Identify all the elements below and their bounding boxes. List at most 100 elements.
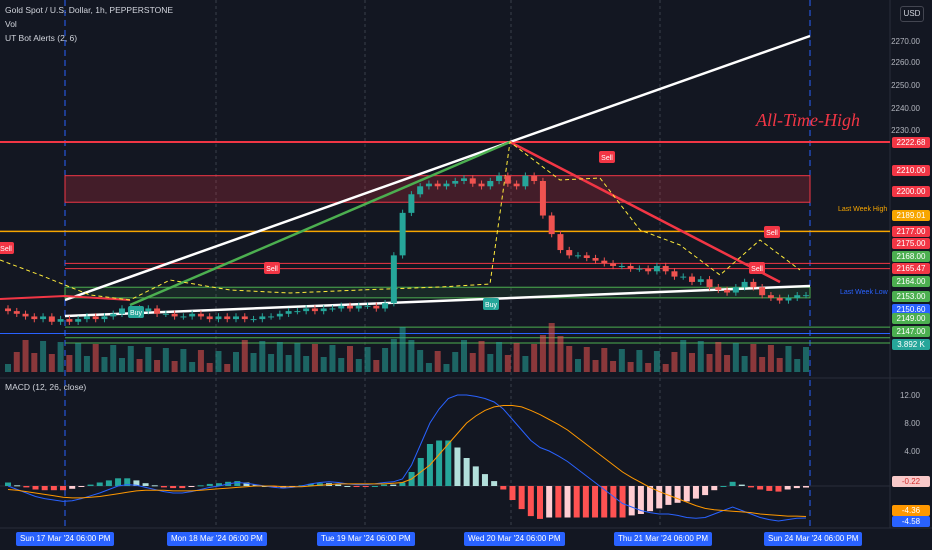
volume-bar [127, 346, 134, 372]
volume-bar [566, 346, 573, 372]
macd-histogram-bar [784, 486, 791, 490]
signal-sell [264, 262, 280, 274]
macd-histogram-bar [555, 486, 562, 518]
trendline-lower [64, 284, 811, 318]
volume-bar [522, 356, 529, 372]
candle-body [601, 260, 608, 264]
volume-bar [303, 356, 310, 372]
price-tag: 2164.00 [892, 276, 930, 287]
trendline-ath-extension [509, 34, 811, 144]
candle-body [285, 311, 292, 314]
candle-body [531, 175, 538, 181]
macd-tick: 4.00 [904, 447, 920, 456]
signal-label: Sell [266, 266, 278, 273]
last-week-low-label: Last Week Low [840, 289, 888, 296]
candle-body [320, 308, 327, 312]
macd-histogram-bar [179, 486, 186, 489]
candle-body [697, 279, 704, 282]
candle-body [294, 311, 301, 313]
volume-bar [557, 336, 564, 372]
candle-body [592, 258, 599, 261]
signal-label: Sell [601, 155, 613, 162]
macd-histogram-bar [115, 478, 122, 486]
candle-body [759, 287, 766, 296]
volume-bar [31, 353, 38, 372]
candle-body [750, 281, 757, 288]
volume-bar [478, 341, 485, 372]
macd-histogram-bar [564, 486, 571, 518]
candle-body [110, 313, 117, 317]
volume-bar [399, 327, 406, 372]
candle-body [496, 175, 503, 181]
macd-histogram-bar [711, 486, 718, 491]
volume-bar [539, 335, 546, 372]
candle-body [715, 287, 722, 290]
candle-body [461, 178, 467, 181]
candle-body [250, 319, 257, 321]
candle-body [373, 305, 380, 309]
signal-sell [599, 151, 615, 163]
signal-label: Sell [0, 246, 12, 253]
volume-bar [311, 344, 318, 372]
volume-bar [66, 355, 73, 372]
candle-body [329, 308, 336, 310]
candle-body [224, 316, 231, 320]
macd-histogram-bar [757, 486, 764, 490]
volume-bar [338, 358, 345, 372]
volume-bar [233, 352, 239, 372]
candle-body [443, 183, 450, 187]
volume-bar [276, 342, 283, 372]
macd-legend[interactable]: MACD (12, 26, close) [5, 382, 87, 392]
volume-bar [48, 354, 55, 372]
signal-label: Buy [485, 302, 498, 309]
time-axis-label[interactable]: Tue 19 Mar '24 06:00 PM [317, 532, 415, 546]
volume-legend[interactable]: Vol [5, 19, 17, 29]
volume-bar [627, 362, 634, 372]
volume-bar [408, 340, 415, 372]
volume-bar [680, 340, 687, 372]
candle-body [610, 263, 617, 266]
volume-bar [294, 343, 301, 372]
candle-body [671, 271, 678, 277]
price-tag: 2189.01 [892, 210, 930, 221]
macd-histogram-bar [50, 486, 57, 491]
candle-body [259, 316, 266, 320]
candle-body [785, 297, 792, 301]
price-tag: 2177.00 [892, 226, 930, 237]
ut-bot-legend[interactable]: UT Bot Alerts (2, 6) [5, 33, 78, 43]
candle-body [382, 303, 389, 309]
candle-body [119, 308, 125, 314]
time-axis-label[interactable]: Sun 24 Mar '24 06:00 PM [764, 532, 863, 546]
candle-body [504, 175, 511, 184]
macd-histogram-bar [793, 486, 800, 489]
volume-bar [110, 345, 117, 372]
signal-label: Sell [751, 266, 763, 273]
macd-histogram-bar [133, 480, 140, 486]
volume-bar [487, 354, 494, 372]
time-axis-label[interactable]: Thu 21 Mar '24 06:00 PM [614, 532, 713, 546]
macd-histogram-bar [738, 484, 745, 486]
candle-body [689, 276, 695, 282]
ath-label: All-Time-High [756, 110, 860, 130]
time-axis-label[interactable]: Mon 18 Mar '24 06:00 PM [167, 532, 267, 546]
signal-buy [128, 306, 144, 318]
candle-body [645, 268, 652, 272]
macd-tick: 8.00 [904, 419, 920, 428]
macd-histogram-bar [87, 484, 94, 486]
symbol-title[interactable]: Gold Spot / U.S. Dollar, 1h, PEPPERSTONE [5, 5, 174, 15]
volume-bar [803, 347, 809, 372]
macd-histogram-bar [353, 486, 360, 487]
volume-bar [180, 349, 187, 372]
volume-bar [206, 363, 213, 372]
price-tag: 2149.00 [892, 313, 930, 324]
macd-histogram-bar [206, 483, 213, 486]
macd-histogram-bar [307, 483, 314, 486]
candle-body [776, 297, 783, 301]
macd-histogram-bar [252, 484, 259, 486]
time-axis-label[interactable]: Wed 20 Mar '24 06:00 PM [464, 532, 565, 546]
currency-button[interactable]: USD [900, 6, 924, 22]
macd-histogram-bar [720, 486, 727, 487]
time-axis-label[interactable]: Sun 17 Mar '24 06:00 PM [16, 532, 115, 546]
volume-bar [22, 340, 29, 372]
